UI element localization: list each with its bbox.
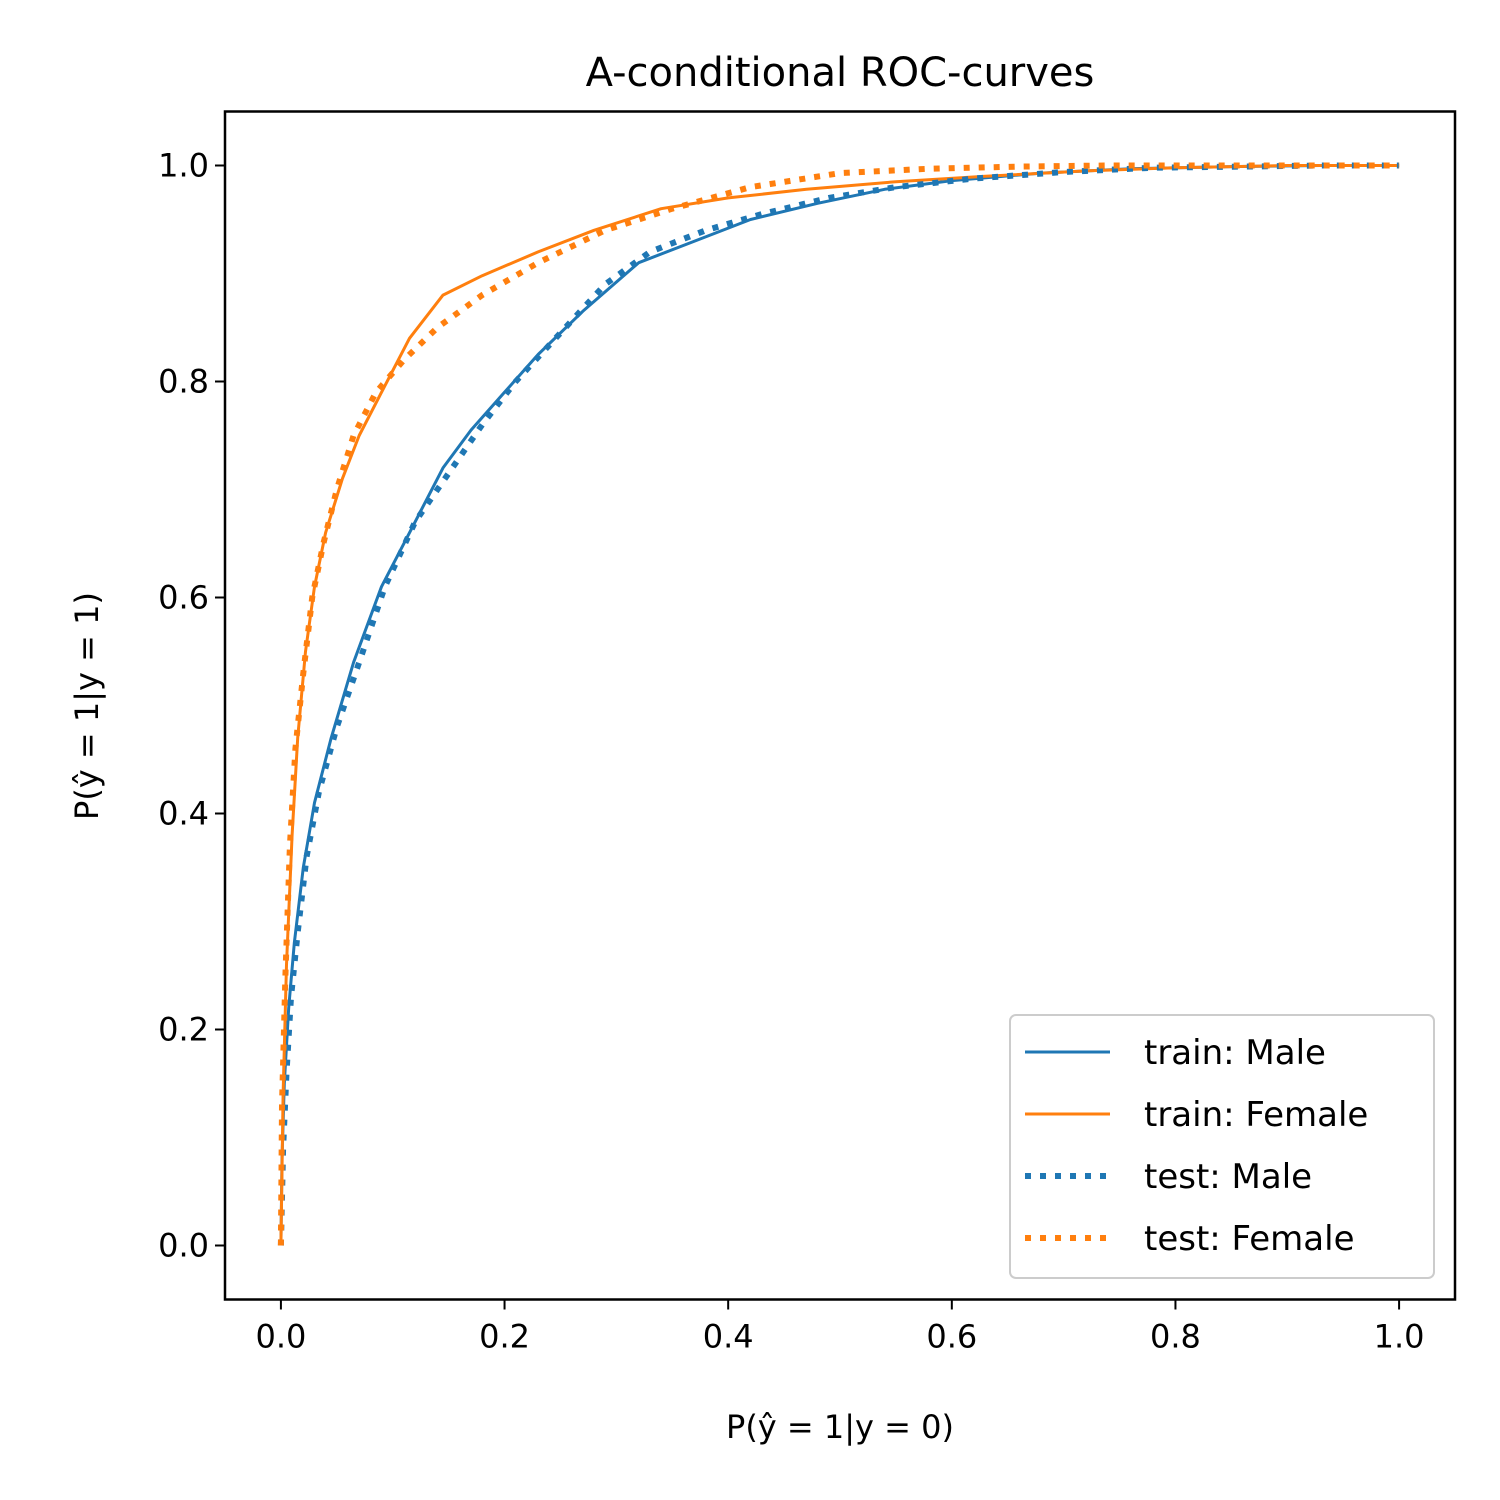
x-tick-label: 0.6	[926, 1318, 977, 1356]
y-axis-label: P(ŷ = 1|y = 1)	[68, 592, 106, 820]
chart-title: A-conditional ROC-curves	[586, 50, 1095, 96]
series-layer	[277, 162, 1400, 1246]
legend-label: test: Female	[1144, 1219, 1355, 1259]
legend: train: Male train: Female test: Male test: …	[1009, 1014, 1435, 1279]
ticks-layer: 0.0 0.2 0.4 0.6 0.8 1.0 0.0 0.2 0.4 0.6 0.8 1.0	[158, 147, 1424, 1356]
x-tick-label: 0.4	[703, 1318, 754, 1356]
legend-label: train: Male	[1144, 1033, 1326, 1073]
legend-frame	[1009, 1014, 1435, 1279]
x-tick-label: 0.2	[479, 1318, 530, 1356]
x-axis-label: P(ŷ = 1|y = 0)	[726, 1408, 954, 1446]
y-tick-label: 0.4	[158, 795, 209, 833]
y-tick-label: 0.8	[158, 363, 209, 401]
plot-frame	[223, 110, 1457, 1301]
series-line-test-female	[277, 162, 1400, 1246]
series-line-train-female	[279, 164, 1400, 1246]
legend-label: test: Male	[1144, 1157, 1312, 1197]
y-tick-label: 0.6	[158, 579, 209, 617]
x-tick-label: 0.0	[255, 1318, 306, 1356]
x-tick-label: 0.8	[1150, 1318, 1201, 1356]
y-tick-label: 0.0	[158, 1227, 209, 1265]
legend-label: train: Female	[1144, 1095, 1368, 1135]
series-line-test-male	[277, 162, 1400, 1246]
x-tick-label: 1.0	[1374, 1318, 1425, 1356]
y-tick-label: 1.0	[158, 147, 209, 185]
y-tick-label: 0.2	[158, 1011, 209, 1049]
legend-items: train: Male train: Female test: Male test: …	[1025, 1033, 1368, 1259]
